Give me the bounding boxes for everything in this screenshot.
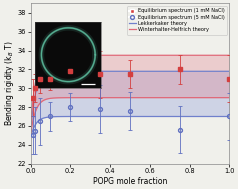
Legend: Equilibrium spectrum (1 mM NaCl), Equilibrium spectrum (5 mM NaCl), Lekkerkaker : Equilibrium spectrum (1 mM NaCl), Equili… (127, 6, 227, 35)
X-axis label: POPG mole fraction: POPG mole fraction (93, 177, 167, 186)
Y-axis label: Bending rigidity (k$_B$ T): Bending rigidity (k$_B$ T) (4, 41, 16, 126)
